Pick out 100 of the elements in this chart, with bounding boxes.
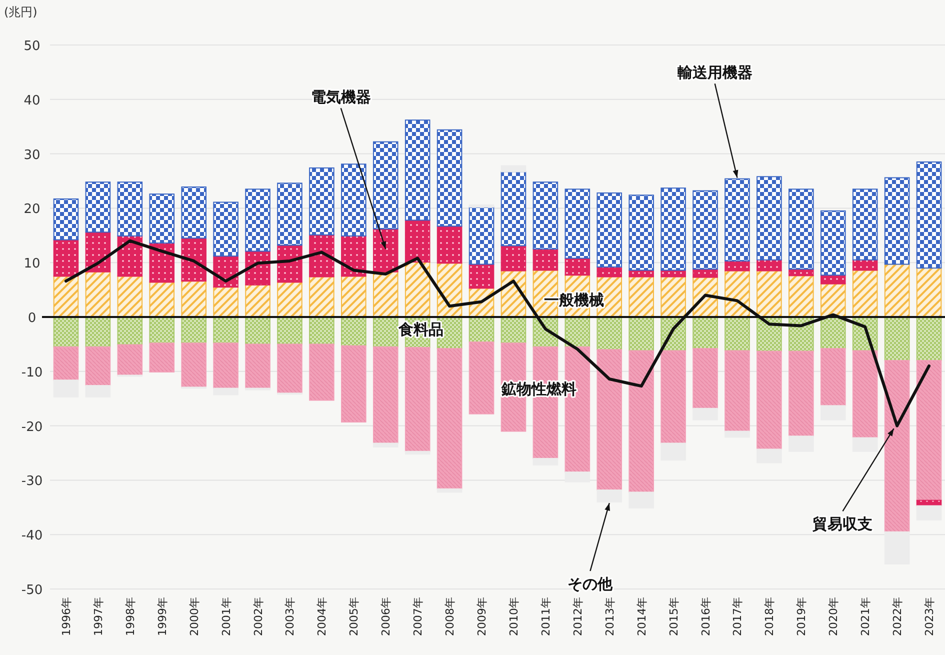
bar	[404, 262, 430, 318]
bar	[500, 171, 526, 246]
bar	[692, 190, 718, 270]
bar	[660, 350, 686, 444]
bar	[149, 282, 175, 318]
bar	[628, 316, 654, 352]
bar	[372, 271, 398, 318]
x-tick-label: 2023年	[923, 597, 936, 636]
bar	[53, 346, 79, 381]
bar	[916, 505, 942, 520]
bar	[692, 348, 718, 409]
bar	[117, 276, 143, 318]
bar	[436, 226, 462, 264]
bar	[245, 316, 270, 345]
bar	[277, 244, 302, 283]
bar	[852, 437, 878, 452]
bar	[596, 316, 622, 350]
y-tick-label: 0	[28, 311, 36, 326]
bar	[117, 316, 143, 346]
bar	[372, 442, 398, 448]
bar	[820, 405, 846, 420]
y-tick-label: -50	[21, 583, 43, 598]
bar	[788, 350, 814, 437]
bar	[532, 248, 558, 271]
bar	[532, 182, 558, 250]
bar	[724, 350, 750, 432]
bar	[692, 268, 718, 278]
x-tick-label: 2015年	[667, 597, 680, 636]
bar	[277, 316, 302, 345]
bar	[213, 202, 238, 257]
bar	[309, 344, 334, 401]
x-tick-label: 2005年	[348, 597, 361, 636]
bar	[53, 239, 79, 277]
y-tick-label: -30	[21, 474, 43, 490]
bar	[468, 342, 494, 414]
bar	[724, 430, 750, 438]
bar	[724, 178, 750, 262]
bar	[277, 282, 302, 318]
x-tick-label: 2013年	[603, 597, 616, 636]
y-tick-label: -20	[21, 420, 43, 435]
x-tick-label: 2011年	[539, 597, 552, 636]
bar	[532, 458, 558, 466]
bar	[692, 316, 718, 350]
bar	[820, 210, 846, 276]
bar	[820, 274, 846, 284]
bar	[884, 316, 910, 362]
x-tick-label: 2012年	[571, 597, 584, 636]
bar	[468, 264, 494, 289]
bar	[341, 316, 366, 346]
bar	[85, 346, 111, 386]
bar	[85, 271, 111, 318]
bar	[788, 188, 814, 270]
bar	[85, 385, 111, 398]
x-tick-label: 2020年	[827, 597, 840, 636]
bar	[245, 284, 270, 318]
bar	[756, 448, 782, 464]
bar	[372, 228, 398, 272]
bar	[916, 268, 942, 318]
x-tick-label: 2018年	[763, 597, 776, 636]
bar	[820, 348, 846, 406]
bar	[372, 346, 398, 444]
bar	[756, 176, 782, 260]
bar	[916, 316, 942, 362]
bar	[245, 344, 270, 389]
bar	[341, 276, 366, 318]
bar	[660, 442, 686, 461]
bar	[277, 182, 302, 246]
bar	[309, 234, 334, 278]
bar	[820, 316, 846, 350]
bar	[724, 260, 750, 272]
bar	[596, 489, 622, 502]
bar	[468, 204, 494, 208]
bar	[660, 188, 686, 271]
x-tick-label: 1996年	[60, 597, 73, 636]
bar	[309, 316, 334, 345]
bar	[53, 198, 79, 240]
bar	[884, 360, 910, 532]
bar	[628, 276, 654, 318]
bar	[564, 188, 590, 259]
x-tick-label: 2022年	[891, 597, 904, 636]
y-tick-label: 20	[24, 202, 40, 218]
bar	[852, 350, 878, 438]
bar	[181, 280, 206, 318]
bar	[628, 492, 654, 508]
bar	[213, 286, 238, 318]
bar	[436, 488, 462, 493]
bar	[596, 349, 622, 490]
bar	[756, 270, 782, 318]
x-tick-label: 1997年	[92, 597, 105, 636]
bar	[916, 161, 942, 269]
bar	[341, 345, 366, 422]
bar	[404, 346, 430, 452]
x-tick-label: 2006年	[380, 597, 393, 636]
bar	[181, 316, 206, 344]
bar	[309, 167, 334, 236]
y-tick-label: 50	[24, 39, 40, 54]
bar	[181, 342, 206, 388]
bar	[404, 220, 430, 263]
bar	[500, 245, 526, 272]
bar	[436, 129, 462, 227]
